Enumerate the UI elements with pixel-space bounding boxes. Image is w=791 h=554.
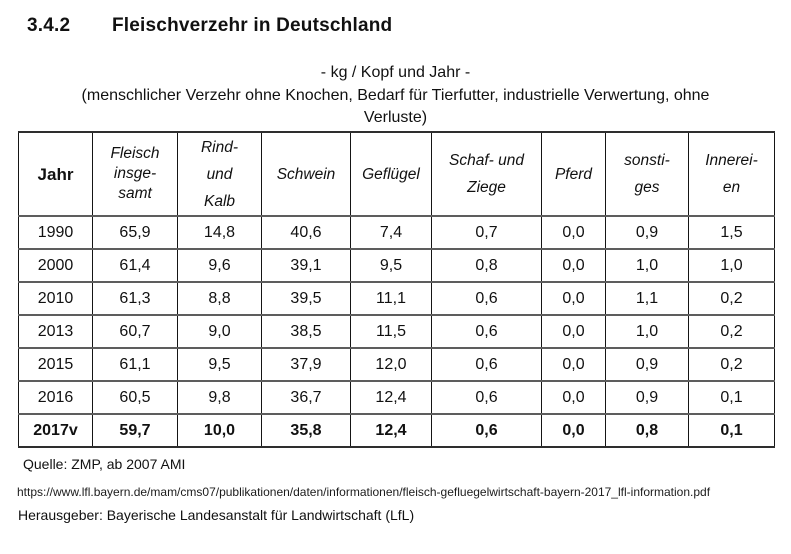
value-cell: 1,0 — [605, 248, 689, 283]
value-cell: 12,4 — [350, 413, 432, 448]
year-cell: 2015 — [18, 347, 93, 382]
value-cell: 0,8 — [431, 248, 542, 283]
value-cell: 0,6 — [431, 413, 542, 448]
value-cell: 40,6 — [261, 215, 351, 250]
value-cell: 0,6 — [431, 380, 542, 415]
meat-consumption-table: Jahr Fleisch insge- samt Rind- und Kalb … — [18, 131, 775, 448]
value-cell: 0,6 — [431, 314, 542, 349]
column-header-rind-und-kalb: Rind- und Kalb — [177, 131, 262, 217]
value-cell: 0,0 — [541, 215, 606, 250]
value-cell: 0,9 — [605, 380, 689, 415]
value-cell: 0,0 — [541, 281, 606, 316]
source-url: https://www.lfl.bayern.de/mam/cms07/publ… — [17, 485, 711, 499]
value-cell: 0,6 — [431, 281, 542, 316]
value-cell: 0,9 — [605, 215, 689, 250]
value-cell: 38,5 — [261, 314, 351, 349]
page-title: Fleischverzehr in Deutschland — [112, 15, 393, 36]
source-note: Quelle: ZMP, ab 2007 AMI — [23, 456, 186, 472]
value-cell: 0,0 — [541, 248, 606, 283]
table-row: 2013 60,7 9,0 38,5 11,5 0,6 0,0 1,0 0,2 — [18, 314, 775, 349]
value-cell: 11,1 — [350, 281, 432, 316]
value-cell: 61,3 — [92, 281, 178, 316]
column-header-gefluegel: Geflügel — [350, 131, 432, 217]
year-cell: 2013 — [18, 314, 93, 349]
value-cell: 0,8 — [605, 413, 689, 448]
value-cell: 35,8 — [261, 413, 351, 448]
scope-note: (menschlicher Verzehr ohne Knochen, Beda… — [81, 87, 710, 126]
value-cell: 39,5 — [261, 281, 351, 316]
value-cell: 0,1 — [688, 380, 775, 415]
value-cell: 8,8 — [177, 281, 262, 316]
year-cell: 2017v — [18, 413, 93, 448]
table-row: 2000 61,4 9,6 39,1 9,5 0,8 0,0 1,0 1,0 — [18, 248, 775, 283]
value-cell: 1,1 — [605, 281, 689, 316]
value-cell: 0,0 — [541, 413, 606, 448]
year-cell: 2010 — [18, 281, 93, 316]
value-cell: 36,7 — [261, 380, 351, 415]
value-cell: 11,5 — [350, 314, 432, 349]
table-row: 2015 61,1 9,5 37,9 12,0 0,6 0,0 0,9 0,2 — [18, 347, 775, 382]
value-cell: 12,0 — [350, 347, 432, 382]
column-header-schaf-und-ziege: Schaf- und Ziege — [431, 131, 542, 217]
table-row-preliminary: 2017v 59,7 10,0 35,8 12,4 0,6 0,0 0,8 0,… — [18, 413, 775, 448]
value-cell: 9,8 — [177, 380, 262, 415]
value-cell: 1,0 — [605, 314, 689, 349]
table-row: 1990 65,9 14,8 40,6 7,4 0,7 0,0 0,9 1,5 — [18, 215, 775, 250]
value-cell: 0,2 — [688, 314, 775, 349]
value-cell: 9,5 — [350, 248, 432, 283]
value-cell: 0,0 — [541, 380, 606, 415]
value-cell: 0,1 — [688, 413, 775, 448]
footer: Quelle: ZMP, ab 2007 AMI https://www.lfl… — [0, 456, 791, 524]
column-header-fleisch-insgesamt: Fleisch insge- samt — [92, 131, 178, 217]
value-cell: 60,7 — [92, 314, 178, 349]
value-cell: 39,1 — [261, 248, 351, 283]
value-cell: 9,0 — [177, 314, 262, 349]
column-header-sonstiges: sonsti- ges — [605, 131, 689, 217]
value-cell: 0,0 — [541, 314, 606, 349]
value-cell: 0,9 — [605, 347, 689, 382]
value-cell: 0,6 — [431, 347, 542, 382]
publisher-note: Herausgeber: Bayerische Landesanstalt fü… — [18, 507, 415, 523]
value-cell: 9,6 — [177, 248, 262, 283]
value-cell: 12,4 — [350, 380, 432, 415]
table-row: 2010 61,3 8,8 39,5 11,1 0,6 0,0 1,1 0,2 — [18, 281, 775, 316]
value-cell: 61,4 — [92, 248, 178, 283]
value-cell: 7,4 — [350, 215, 432, 250]
value-cell: 60,5 — [92, 380, 178, 415]
value-cell: 61,1 — [92, 347, 178, 382]
value-cell: 10,0 — [177, 413, 262, 448]
value-cell: 1,0 — [688, 248, 775, 283]
year-cell: 1990 — [18, 215, 93, 250]
header-row: Jahr Fleisch insge- samt Rind- und Kalb … — [18, 131, 775, 217]
value-cell: 59,7 — [92, 413, 178, 448]
section-number: 3.4.2 — [27, 15, 71, 36]
year-cell: 2016 — [18, 380, 93, 415]
value-cell: 14,8 — [177, 215, 262, 250]
column-header-pferd: Pferd — [541, 131, 606, 217]
column-header-innereien: Innerei- en — [688, 131, 775, 217]
units-subtitle: - kg / Kopf und Jahr - — [320, 64, 471, 81]
table-row: 2016 60,5 9,8 36,7 12,4 0,6 0,0 0,9 0,1 — [18, 380, 775, 415]
column-header-schwein: Schwein — [261, 131, 351, 217]
section-heading: 3.4.2 Fleischverzehr in Deutschland — [0, 0, 791, 37]
column-header-jahr: Jahr — [18, 131, 93, 217]
value-cell: 0,2 — [688, 347, 775, 382]
value-cell: 37,9 — [261, 347, 351, 382]
value-cell: 9,5 — [177, 347, 262, 382]
value-cell: 0,7 — [431, 215, 542, 250]
year-cell: 2000 — [18, 248, 93, 283]
value-cell: 1,5 — [688, 215, 775, 250]
value-cell: 65,9 — [92, 215, 178, 250]
value-cell: 0,2 — [688, 281, 775, 316]
value-cell: 0,0 — [541, 347, 606, 382]
